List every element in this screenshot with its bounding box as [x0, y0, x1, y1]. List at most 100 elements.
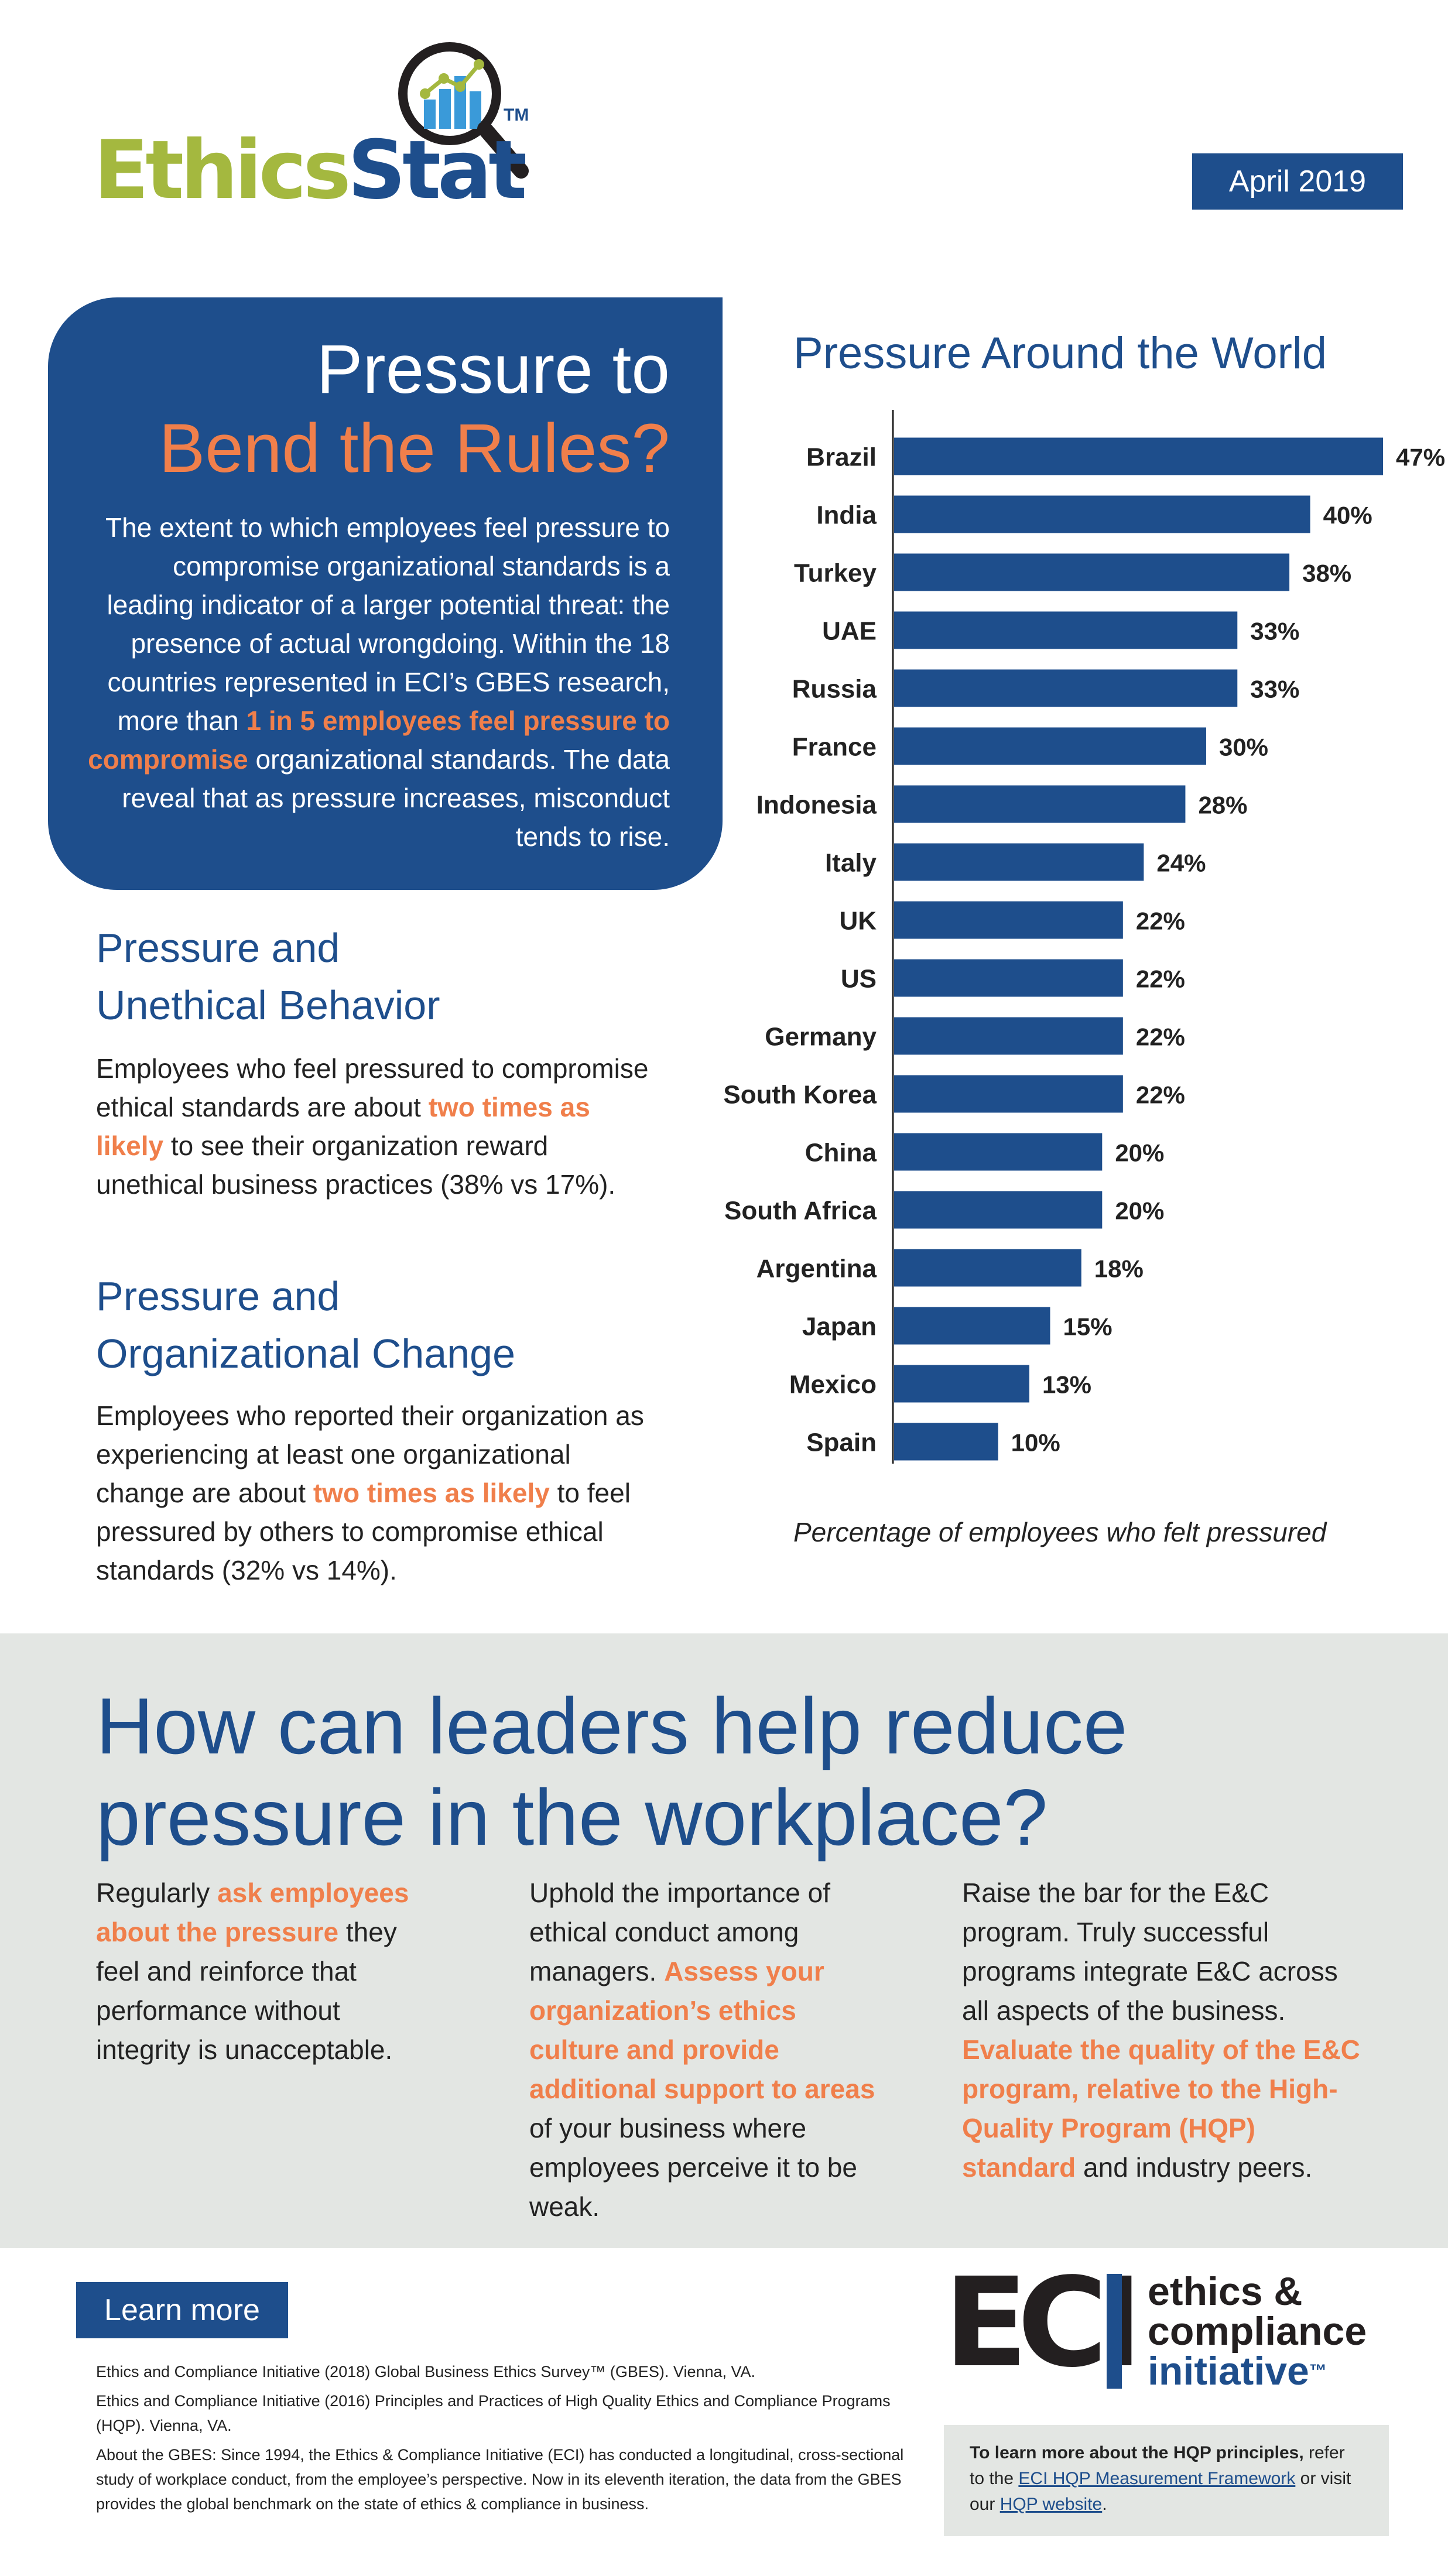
- col3-text-end: and industry peers.: [1076, 2152, 1313, 2183]
- col1-text-end: they feel and reinforce that performance…: [96, 1917, 397, 2065]
- eci-logo-text: ethics & compliance initiative™: [1148, 2272, 1367, 2391]
- chart-caption: Percentage of employees who felt pressur…: [793, 1517, 1327, 1547]
- chart-bar: [894, 1133, 1103, 1171]
- chart-bar: [894, 1423, 998, 1461]
- chart-bar: [894, 1075, 1123, 1113]
- chart-value-label: 20%: [1115, 1197, 1164, 1225]
- chart-value-label: 33%: [1250, 618, 1299, 645]
- leaders-section: How can leaders help reduce pressure in …: [0, 1633, 1448, 2248]
- pressure-bar-chart: Brazil 47% India 40% Turkey 38% UAE 33% Russia 33…: [723, 410, 1445, 1464]
- date-badge: April 2019: [1192, 153, 1403, 210]
- chart-category-label: South Africa: [724, 1197, 877, 1225]
- hqp-website-link[interactable]: HQP website: [999, 2495, 1103, 2514]
- chart-category-label: South Korea: [723, 1081, 877, 1109]
- chart-value-label: 30%: [1219, 734, 1268, 761]
- leaders-column-1: Regularly ask employees about the pressu…: [96, 1873, 424, 2070]
- chart-bar: [894, 1017, 1123, 1055]
- chart-category-label: Indonesia: [756, 791, 877, 820]
- chart-bar: [894, 843, 1144, 881]
- hqp-text-1: refer to the: [970, 2443, 1345, 2488]
- section2-highlight: two times as likely: [313, 1478, 550, 1508]
- logo-ethics: Ethics: [94, 123, 351, 217]
- chart-bar: [894, 437, 1383, 475]
- col3-text: Raise the bar for the E&C program. Truly…: [962, 1878, 1338, 2026]
- chart-value-label: 40%: [1323, 502, 1372, 529]
- section2-body: Employees who reported their organizatio…: [96, 1396, 658, 1590]
- intro-title-line2: Bend the Rules?: [159, 410, 670, 487]
- chart-category-label: US: [841, 965, 877, 994]
- reference-hqp: Ethics and Compliance Initiative (2016) …: [96, 2392, 891, 2434]
- eci-line2: compliance: [1148, 2309, 1367, 2354]
- hqp-info-box: To learn more about the HQP principles, …: [944, 2425, 1389, 2536]
- col1-highlight: ask employees about the pressure: [96, 1878, 409, 1947]
- chart-bar: [894, 669, 1238, 707]
- hqp-bold-text: To learn more about the HQP principles,: [970, 2443, 1304, 2462]
- hqp-text-2: or visit our: [970, 2469, 1351, 2514]
- eci-line3: initiative: [1148, 2349, 1309, 2393]
- col1-text: Regularly: [96, 1878, 218, 1908]
- col3-highlight: Evaluate the quality of the E&C program,…: [962, 2034, 1360, 2183]
- section1-heading: Pressure and Unethical Behavior: [96, 919, 440, 1034]
- logo-trademark: TM: [504, 105, 529, 125]
- intro-highlight: 1 in 5 employees feel pressure to compro…: [88, 705, 670, 775]
- intro-body: The extent to which employees feel press…: [84, 508, 670, 856]
- chart-bar: [894, 959, 1123, 997]
- chart-value-label: 47%: [1396, 444, 1445, 471]
- section2-heading: Pressure and Organizational Change: [96, 1268, 515, 1382]
- chart-value-label: 22%: [1136, 1081, 1185, 1109]
- chart-category-label: India: [816, 501, 877, 530]
- section1-body: Employees who feel pressured to compromi…: [96, 1049, 658, 1204]
- intro-body-text: The extent to which employees feel press…: [105, 512, 670, 736]
- section1-body-text: Employees who feel pressured to compromi…: [96, 1053, 649, 1122]
- col2-text: Uphold the importance of ethical conduct…: [529, 1878, 830, 1986]
- chart-category-label: Italy: [825, 849, 877, 878]
- chart-category-label: UAE: [822, 617, 877, 646]
- chart-value-label: 28%: [1198, 792, 1247, 819]
- section2-heading-line1: Pressure and: [96, 1273, 340, 1319]
- chart-category-label: China: [805, 1139, 877, 1167]
- chart-category-label: Argentina: [756, 1255, 877, 1283]
- chart-value-label: 20%: [1115, 1139, 1164, 1167]
- about-gbes: About the GBES: Since 1994, the Ethics &…: [96, 2446, 904, 2513]
- chart-value-label: 15%: [1063, 1313, 1112, 1341]
- section1-heading-line1: Pressure and: [96, 925, 340, 971]
- leaders-heading: How can leaders help reduce pressure in …: [96, 1681, 1128, 1862]
- section1-highlight: two times as likely: [96, 1092, 590, 1161]
- intro-title-line1: Pressure to: [316, 331, 670, 408]
- chart-value-label: 38%: [1302, 560, 1351, 587]
- chart-bar: [894, 1307, 1050, 1345]
- reference-gbes: Ethics and Compliance Initiative (2018) …: [96, 2363, 756, 2380]
- hqp-framework-link[interactable]: ECI HQP Measurement Framework: [1018, 2469, 1296, 2488]
- chart-category-label: Japan: [802, 1313, 877, 1341]
- chart-value-label: 13%: [1042, 1371, 1091, 1399]
- chart-category-label: France: [792, 733, 877, 762]
- chart-category-label: Mexico: [789, 1371, 877, 1399]
- eci-line3-wrap: initiative™: [1148, 2351, 1367, 2391]
- chart-category-label: Spain: [806, 1429, 877, 1457]
- chart-category-label: Russia: [792, 675, 877, 704]
- chart-value-label: 24%: [1156, 849, 1206, 877]
- ethicsstat-logo: EthicsStat TM: [94, 35, 539, 222]
- chart-value-label: 33%: [1250, 676, 1299, 703]
- hqp-text-3: .: [1102, 2495, 1107, 2514]
- chart-bar: [894, 611, 1238, 649]
- chart-bar: [894, 495, 1310, 533]
- chart-bar: [894, 553, 1290, 591]
- chart-category-label: Turkey: [794, 559, 877, 588]
- chart-bar: [894, 1191, 1103, 1229]
- intro-body-text-end: organizational standards. The data revea…: [122, 744, 670, 852]
- chart-bar: [894, 1365, 1029, 1403]
- chart-category-label: UK: [839, 907, 877, 936]
- leaders-column-2: Uphold the importance of ethical conduct…: [529, 1873, 881, 2226]
- chart-title: Pressure Around the World: [793, 328, 1327, 378]
- eci-trademark: ™: [1309, 2361, 1327, 2380]
- section2-heading-line2: Organizational Change: [96, 1331, 516, 1376]
- learn-more-button[interactable]: Learn more: [76, 2282, 288, 2338]
- chart-value-label: 22%: [1136, 907, 1185, 935]
- logo-stat: Stat: [347, 123, 527, 217]
- chart-value-label: 18%: [1094, 1255, 1144, 1283]
- chart-category-label: Germany: [765, 1023, 877, 1051]
- chart-bar: [894, 785, 1186, 823]
- eci-logo-bar: [1107, 2274, 1122, 2389]
- intro-panel: Pressure to Bend the Rules? The extent t…: [48, 297, 723, 890]
